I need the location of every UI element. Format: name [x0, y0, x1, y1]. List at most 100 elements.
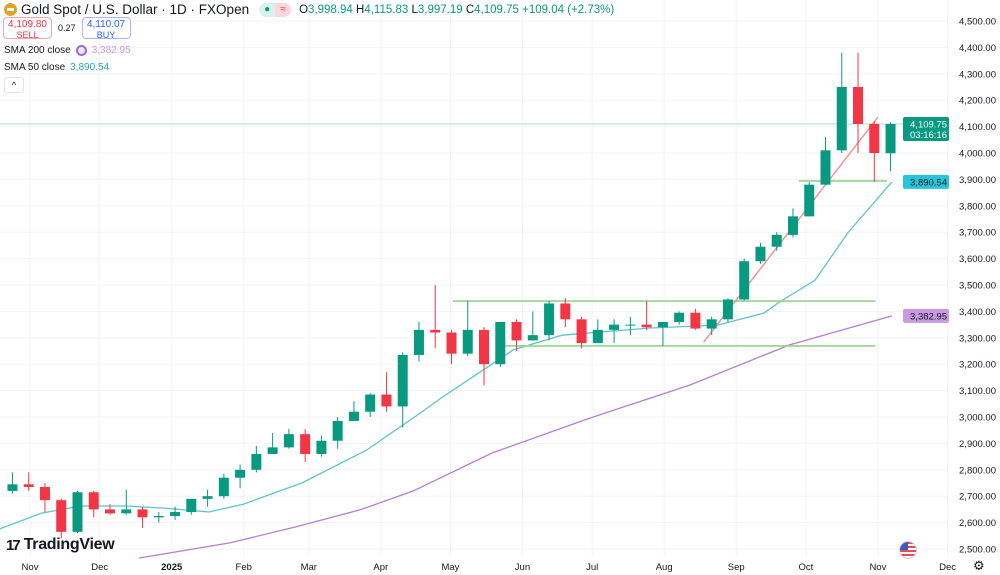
candle — [576, 316, 587, 349]
sma200-price-label: 3,382.95 — [910, 311, 947, 322]
y-tick-label: 2,700.00 — [959, 492, 996, 503]
candle — [72, 490, 83, 534]
bar-countdown-label: 03:16:16 — [910, 130, 947, 141]
sma200-line — [139, 315, 892, 559]
candle — [722, 298, 733, 322]
candle — [869, 121, 880, 183]
candle-body — [722, 299, 733, 320]
candle — [836, 52, 847, 153]
ohlc-values: O3,998.94 H4,115.83 L3,997.19 C4,109.75 … — [299, 3, 615, 16]
candle-body — [7, 484, 18, 491]
candle — [218, 473, 229, 499]
buy-button[interactable]: 4,110.07 BUY — [81, 17, 131, 40]
candle — [283, 428, 294, 449]
candle — [885, 122, 896, 172]
collapse-legend-button[interactable]: ^ — [4, 77, 24, 93]
candle-body — [23, 484, 34, 487]
y-tick-label: 4,500.00 — [959, 17, 996, 28]
candle — [641, 300, 652, 330]
candle-body — [592, 329, 603, 344]
candle-body — [739, 261, 750, 300]
candle — [479, 327, 490, 386]
candle-body — [300, 434, 311, 454]
y-tick-label: 3,300.00 — [959, 333, 996, 344]
status-pill[interactable]: ● ≈ — [259, 2, 292, 17]
y-tick-label: 3,900.00 — [959, 175, 996, 186]
y-tick-label: 4,200.00 — [959, 96, 996, 107]
candle-body — [446, 332, 457, 354]
x-tick-label: 2025 — [161, 562, 183, 573]
candle-body — [348, 411, 359, 421]
y-tick-label: 3,500.00 — [959, 281, 996, 292]
candle-body — [88, 492, 99, 510]
y-tick-label: 4,100.00 — [959, 122, 996, 133]
candle — [332, 417, 343, 449]
candle — [446, 329, 457, 365]
candle-body — [804, 184, 815, 217]
candle-body — [755, 246, 766, 262]
candle — [153, 512, 164, 523]
candle — [674, 311, 685, 325]
loading-icon — [75, 45, 87, 56]
candle-body — [202, 496, 213, 499]
candle-body — [56, 500, 67, 532]
candle-body — [170, 512, 181, 516]
sma200-price-label-bg — [903, 308, 949, 323]
candle — [804, 182, 815, 217]
last-price-marker — [903, 117, 949, 142]
candle-body — [462, 329, 473, 354]
approx-equal-icon: ≈ — [275, 2, 292, 17]
sell-button[interactable]: 4,109.80 SELL — [3, 17, 52, 40]
candle — [267, 432, 278, 454]
candle — [186, 498, 197, 515]
candle-body — [479, 329, 490, 365]
candle-body — [511, 321, 522, 341]
candle-body — [706, 319, 717, 329]
candle-body — [609, 324, 620, 330]
tradingview-logo[interactable]: 17 TradingView — [6, 536, 115, 554]
candle-body — [641, 324, 652, 328]
candle — [88, 490, 99, 518]
market-open-dot-icon: ● — [259, 2, 276, 17]
candle — [706, 316, 717, 336]
candle-body — [39, 486, 50, 501]
y-tick-label: 4,000.00 — [959, 149, 996, 160]
candle — [544, 300, 555, 341]
candle-body — [218, 477, 229, 497]
candle-body — [397, 354, 408, 407]
gear-icon[interactable]: ⚙ — [973, 558, 985, 573]
y-tick-label: 4,300.00 — [959, 69, 996, 80]
spread-value: 0.27 — [58, 23, 76, 33]
candle — [413, 321, 424, 362]
candle — [235, 464, 246, 489]
candle-body — [544, 303, 555, 336]
candle-body — [235, 469, 246, 478]
indicator-sma200[interactable]: SMA 200 close 3,382.95 — [4, 45, 131, 56]
candle-body — [413, 329, 424, 355]
candle-body — [853, 87, 864, 124]
symbol-title[interactable]: Gold Spot / U.S. Dollar · 1D · FXOpen — [21, 2, 250, 17]
x-tick-label: Sep — [728, 562, 745, 573]
candle-body — [121, 509, 132, 514]
candle-body — [251, 453, 262, 470]
y-tick-label: 2,500.00 — [959, 545, 996, 556]
x-tick-label: Apr — [373, 562, 388, 573]
x-tick-label: Dec — [91, 562, 108, 573]
indicator-sma50[interactable]: SMA 50 close 3,890.54 — [4, 62, 110, 73]
y-tick-label: 3,600.00 — [959, 254, 996, 265]
candle-body — [576, 319, 587, 344]
candle — [316, 435, 327, 457]
candle — [23, 472, 34, 491]
candle-body — [186, 498, 197, 513]
candle-body — [153, 516, 164, 518]
tradingview-mark-icon: 17 — [6, 536, 21, 554]
candle-body — [381, 394, 392, 407]
sma50-price-label-bg — [903, 174, 949, 189]
x-tick-label: Feb — [236, 562, 252, 573]
us-flag-icon[interactable] — [899, 541, 917, 559]
candle-body — [771, 234, 782, 247]
candle-body — [820, 150, 831, 185]
candle — [609, 319, 620, 344]
x-tick-label: Nov — [22, 562, 39, 573]
